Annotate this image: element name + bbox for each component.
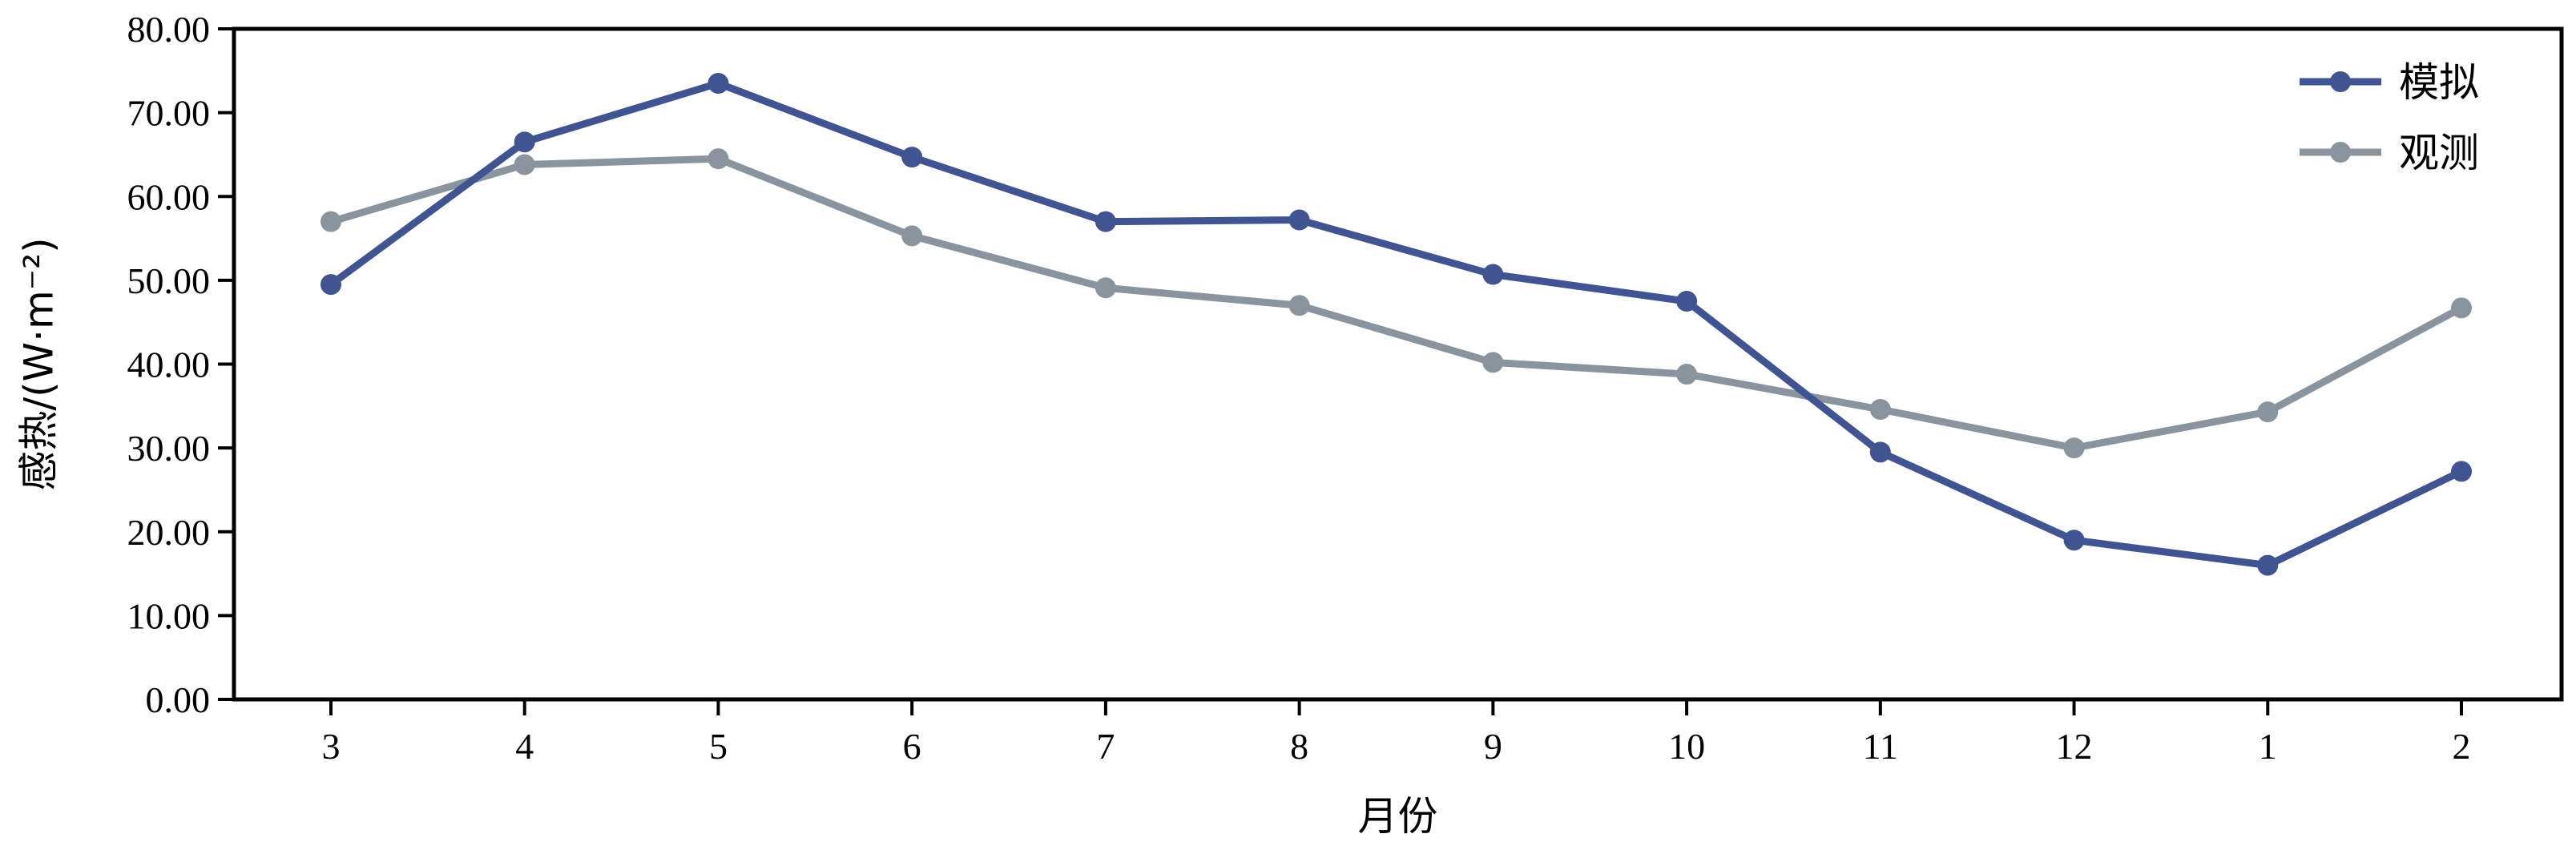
x-tick-label: 12: [2056, 726, 2093, 767]
y-tick-label: 60.00: [127, 176, 211, 217]
x-tick-label: 4: [515, 726, 534, 767]
x-tick-label: 9: [1484, 726, 1502, 767]
data-point: [2451, 461, 2472, 482]
legend-swatch-marker: [2330, 71, 2351, 92]
x-axis-title: 月份: [1358, 793, 1438, 840]
y-tick-label: 10.00: [127, 595, 211, 636]
series-1: [320, 148, 2472, 459]
legend-label: 观测: [2399, 130, 2479, 176]
legend-label: 模拟: [2399, 59, 2479, 106]
data-point: [707, 148, 729, 170]
data-point: [1288, 295, 1310, 316]
y-tick-label: 50.00: [127, 260, 211, 301]
x-tick-label: 1: [2259, 726, 2277, 767]
x-tick-label: 8: [1290, 726, 1308, 767]
data-point: [514, 154, 535, 175]
data-point: [1676, 291, 1698, 312]
x-tick-label: 7: [1096, 726, 1115, 767]
data-point: [320, 274, 341, 296]
data-point: [1869, 441, 1891, 463]
data-point: [1482, 264, 1504, 285]
x-tick-label: 3: [322, 726, 341, 767]
data-point: [1094, 277, 1116, 299]
y-tick-label: 20.00: [127, 512, 211, 553]
data-point: [707, 73, 729, 95]
x-tick-label: 2: [2453, 726, 2471, 767]
y-tick-label: 70.00: [127, 93, 211, 134]
y-tick-label: 40.00: [127, 344, 211, 385]
y-tick-label: 0.00: [146, 679, 211, 720]
y-axis-ticks: 0.00 10.00 20.00 30.00 40.00 50.00 60.00 70.00 8…: [127, 9, 234, 720]
series-0: [320, 73, 2472, 576]
data-point: [2257, 554, 2279, 576]
y-tick-label: 30.00: [127, 428, 211, 469]
x-axis-ticks: 3 4 5 6 7 8 9 10 11 12 1 2: [322, 699, 2471, 767]
plot-frame: [232, 26, 2564, 702]
data-point: [2063, 530, 2085, 551]
x-tick-label: 10: [1668, 726, 1705, 767]
data-point: [1094, 211, 1116, 232]
y-tick-label: 80.00: [127, 9, 211, 50]
legend-item: 模拟: [2300, 59, 2479, 106]
data-point: [320, 211, 341, 232]
x-tick-label: 11: [1863, 726, 1898, 767]
legend-swatch-marker: [2330, 142, 2351, 163]
series-layer: [320, 73, 2472, 576]
series-line: [329, 155, 2464, 452]
data-point: [1869, 398, 1891, 420]
data-point: [1676, 364, 1698, 385]
data-point: [1482, 352, 1504, 373]
data-point: [514, 131, 535, 153]
data-point: [901, 147, 923, 168]
data-point: [2257, 401, 2279, 423]
data-point: [2451, 297, 2472, 319]
data-point: [1288, 209, 1310, 231]
legend-item: 观测: [2300, 130, 2479, 176]
series-line: [329, 79, 2463, 570]
data-point: [901, 225, 923, 247]
y-axis-title: 感热/(W·m⁻²): [16, 237, 62, 490]
data-point: [2063, 437, 2085, 459]
x-tick-label: 6: [903, 726, 921, 767]
x-tick-label: 5: [709, 726, 728, 767]
